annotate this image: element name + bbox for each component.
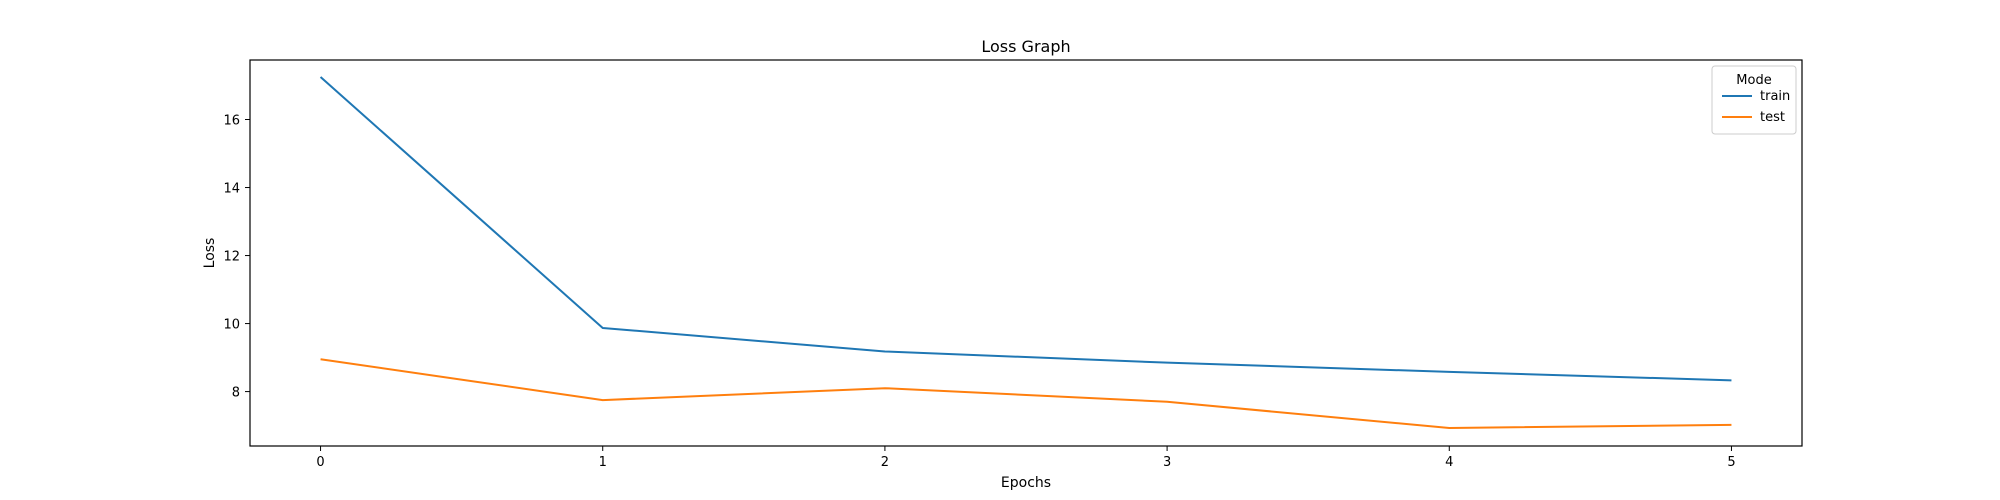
x-tick-label: 0 — [316, 455, 324, 470]
plot-frame — [249, 59, 1803, 447]
legend: Mode train test — [1711, 65, 1797, 135]
legend-items: train test — [1722, 89, 1790, 125]
y-tick-label: 10 — [223, 318, 240, 333]
legend-label-test: test — [1760, 110, 1785, 125]
legend-item-train: train — [1722, 89, 1790, 104]
x-axis-label: Epochs — [1001, 475, 1051, 491]
x-tick-label: 5 — [1727, 455, 1735, 470]
y-tick-label: 8 — [232, 386, 240, 401]
y-axis: 8 10 12 14 16 — [223, 114, 250, 401]
y-tick-label: 16 — [223, 114, 240, 129]
y-axis-label: Loss — [202, 238, 218, 269]
chart-title: Loss Graph — [981, 37, 1070, 56]
legend-item-test: test — [1722, 110, 1785, 125]
legend-label-train: train — [1760, 89, 1790, 104]
y-tick-label: 14 — [223, 182, 240, 197]
x-tick-label: 2 — [881, 455, 889, 470]
series-layer — [319, 76, 1732, 429]
y-tick-label: 12 — [223, 250, 240, 265]
x-tick-label: 4 — [1445, 455, 1453, 470]
series-line-train — [319, 76, 1732, 382]
legend-title: Mode — [1736, 73, 1771, 88]
x-tick-label: 1 — [599, 455, 607, 470]
x-tick-label: 3 — [1163, 455, 1171, 470]
plot-area — [249, 59, 1803, 447]
series-line-test — [320, 358, 1732, 429]
x-axis: 0 1 2 3 4 5 — [316, 446, 1736, 470]
